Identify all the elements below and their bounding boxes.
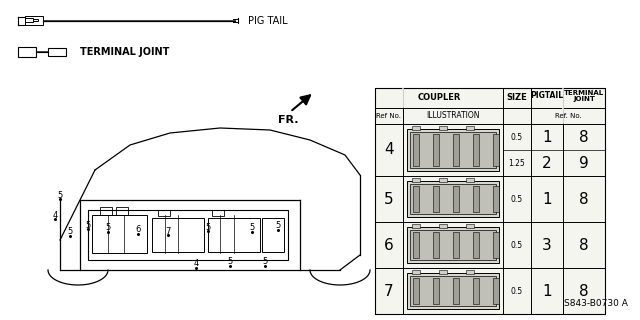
Bar	[410, 276, 496, 306]
Text: SIZE: SIZE	[507, 93, 527, 102]
Bar	[412, 126, 420, 130]
Text: 1: 1	[542, 284, 552, 299]
Bar	[413, 278, 419, 304]
Text: S843-B0730 A: S843-B0730 A	[564, 299, 628, 308]
Text: 1: 1	[542, 130, 552, 145]
Bar	[466, 178, 474, 182]
Bar	[433, 134, 439, 166]
Text: 5: 5	[85, 220, 91, 229]
Bar	[473, 278, 479, 304]
Bar	[413, 232, 419, 258]
Text: 0.5: 0.5	[511, 132, 523, 141]
Bar	[473, 186, 479, 212]
Text: ILLUSTRATION: ILLUSTRATION	[426, 111, 480, 121]
Text: 6: 6	[135, 226, 141, 235]
Bar	[466, 126, 474, 130]
Text: 8: 8	[579, 284, 589, 299]
Text: 5: 5	[67, 228, 72, 236]
Text: 7: 7	[165, 227, 171, 236]
Bar	[439, 224, 447, 228]
Text: 5: 5	[275, 221, 280, 230]
Text: 0.5: 0.5	[511, 241, 523, 250]
Text: 8: 8	[579, 237, 589, 252]
Bar	[433, 186, 439, 212]
Text: 0.5: 0.5	[511, 286, 523, 295]
Bar	[413, 134, 419, 166]
Bar	[453, 186, 459, 212]
Bar	[100, 207, 112, 215]
Bar	[439, 270, 447, 274]
Text: Ref No.: Ref No.	[376, 113, 401, 119]
Bar	[407, 129, 499, 171]
Bar	[407, 181, 499, 217]
Bar	[493, 232, 499, 258]
Bar	[158, 210, 170, 216]
Bar	[410, 230, 496, 260]
Bar	[473, 134, 479, 166]
Text: 2: 2	[542, 156, 552, 171]
Bar	[92, 215, 147, 253]
Text: 5: 5	[58, 190, 63, 199]
Bar	[212, 210, 224, 216]
Bar	[412, 270, 420, 274]
Bar	[439, 126, 447, 130]
Bar	[466, 270, 474, 274]
Text: 5: 5	[227, 258, 232, 267]
Bar	[412, 178, 420, 182]
Text: TERMINAL
JOINT: TERMINAL JOINT	[564, 90, 604, 102]
Bar	[453, 134, 459, 166]
Bar	[88, 210, 288, 260]
Text: 6: 6	[384, 237, 394, 252]
Bar	[473, 232, 479, 258]
Text: PIG TAIL: PIG TAIL	[248, 16, 287, 26]
Bar	[466, 224, 474, 228]
Text: 5: 5	[262, 258, 268, 267]
Bar	[412, 224, 420, 228]
Text: 5: 5	[250, 223, 255, 233]
Bar	[18, 47, 36, 57]
Bar	[152, 218, 204, 252]
Text: 7: 7	[384, 284, 394, 299]
Text: TERMINAL JOINT: TERMINAL JOINT	[80, 47, 170, 57]
Bar	[493, 278, 499, 304]
Bar	[410, 184, 496, 214]
Bar	[407, 273, 499, 309]
Bar	[375, 88, 605, 314]
Bar	[433, 278, 439, 304]
Bar	[407, 227, 499, 263]
Bar	[48, 48, 66, 56]
Text: COUPLER: COUPLER	[417, 93, 461, 102]
Bar	[439, 178, 447, 182]
Bar	[116, 207, 128, 215]
Text: 5: 5	[205, 222, 211, 231]
Bar	[493, 186, 499, 212]
Text: 8: 8	[579, 130, 589, 145]
Text: 3: 3	[542, 237, 552, 252]
Text: 5: 5	[384, 191, 394, 206]
Bar	[25, 18, 33, 22]
Bar	[410, 132, 496, 168]
Bar	[493, 134, 499, 166]
Bar	[453, 278, 459, 304]
Text: 4: 4	[52, 211, 58, 220]
Bar	[453, 232, 459, 258]
Bar	[208, 218, 260, 252]
Bar	[413, 186, 419, 212]
Text: Ref. No.: Ref. No.	[555, 113, 581, 119]
Bar	[433, 232, 439, 258]
Text: 4: 4	[384, 142, 394, 157]
Text: 1: 1	[542, 191, 552, 206]
Bar	[262, 218, 284, 252]
Text: 1.25: 1.25	[509, 158, 525, 167]
Text: 9: 9	[579, 156, 589, 171]
Text: 5: 5	[106, 223, 111, 233]
Bar	[25, 16, 43, 25]
Text: 8: 8	[579, 191, 589, 206]
Text: PIGTAIL: PIGTAIL	[531, 91, 564, 100]
Text: 0.5: 0.5	[511, 195, 523, 204]
Text: FR.: FR.	[278, 115, 298, 125]
Bar	[33, 19, 38, 21]
Text: 4: 4	[193, 260, 198, 268]
